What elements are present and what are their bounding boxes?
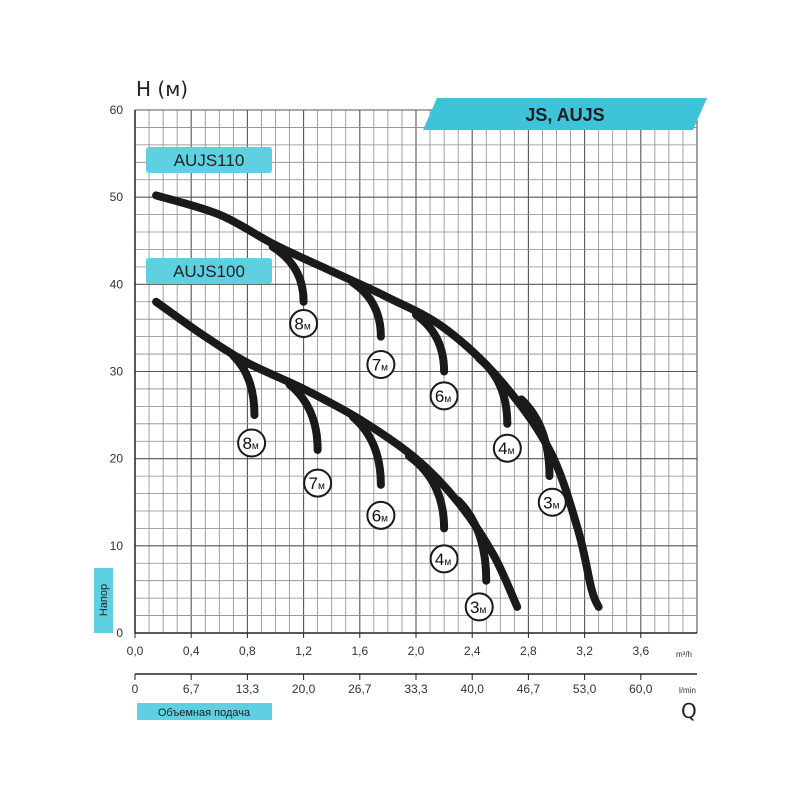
depth-label-aujs100-7m: 7м: [303, 468, 333, 498]
series-badge-aujs110: [146, 147, 272, 173]
depth-label-unit: м: [444, 557, 451, 568]
curve-aujs110: [152, 191, 603, 611]
x-tick-label: 2,8: [520, 644, 537, 658]
x-tick-label: 2,4: [464, 644, 481, 658]
branch-aujs100-3m: [454, 496, 491, 585]
x2-tick-label: 20,0: [292, 682, 316, 696]
depth-label-unit: м: [381, 363, 388, 374]
depth-label-unit: м: [318, 481, 325, 492]
performance-curves: [152, 191, 603, 611]
y-tick-label: 50: [110, 190, 124, 204]
flow-bottom-badge: [137, 703, 272, 720]
y-tick-label: 30: [110, 365, 124, 379]
depth-label-circle: [429, 381, 459, 411]
depth-label-aujs110-4m: 4м: [492, 433, 522, 463]
depth-label-circle: [366, 350, 396, 380]
y-tick-label: 0: [116, 626, 123, 640]
depth-label-aujs110-8m: 8м: [289, 309, 319, 339]
depth-label-aujs100-6m: 6м: [366, 500, 396, 530]
branch-aujs110-8m: [268, 242, 308, 306]
depth-label-circle: [366, 500, 396, 530]
x-tick-label: 0,4: [183, 644, 200, 658]
depth-label-aujs100-4m: 4м: [429, 544, 459, 574]
x-unit-label: m³/h: [676, 650, 692, 659]
y-tick-label: 60: [110, 103, 124, 117]
x2-tick-labels: 0 6,7 13,3 20,0 26,7 33,3 40,0 46,7 53,0 60,0: [132, 674, 653, 696]
depth-label-aujs100-8m: 8м: [237, 428, 267, 458]
x2-tick-label: 6,7: [183, 682, 200, 696]
branch-aujs110-7m: [348, 278, 385, 341]
depth-label-unit: м: [252, 441, 259, 452]
x2-tick-label: 40,0: [461, 682, 485, 696]
chart-title: JS, AUJS: [525, 105, 604, 125]
branch-aujs110-6m: [412, 310, 449, 376]
x2-tick-label: 33,3: [404, 682, 428, 696]
x-tick-label: 0,0: [127, 644, 144, 658]
depth-label-unit: м: [508, 446, 515, 457]
depth-label-aujs110-6m: 6м: [429, 381, 459, 411]
x-axis-title: Q: [681, 699, 697, 723]
x2-tick-label: 46,7: [517, 682, 541, 696]
depth-label-circle: [237, 428, 267, 458]
title-banner: [423, 98, 707, 130]
depth-label-circle: [537, 487, 567, 517]
series-badge-aujs100-text: AUJS100: [173, 262, 245, 281]
branch-aujs100-6m: [348, 412, 385, 489]
flow-bottom-label: Объемная подача: [158, 707, 251, 719]
x2-unit-label: l/min: [679, 686, 696, 695]
head-side-badge: [94, 568, 113, 633]
x2-tick-label: 53,0: [573, 682, 597, 696]
depth-label-unit: м: [480, 605, 487, 616]
head-side-label: Напор: [98, 584, 110, 616]
branch-aujs110-3m: [517, 395, 554, 481]
y-tick-labels: 0 10 20 30 40 50 60: [110, 103, 124, 640]
depth-label-unit: м: [444, 394, 451, 405]
x2-tick-label: 0: [132, 682, 139, 696]
depth-label-aujs110-7m: 7м: [366, 350, 396, 380]
depth-label-circle: [492, 433, 522, 463]
depth-label-circle: [429, 544, 459, 574]
depth-label-circle: [464, 592, 494, 622]
depth-label-unit: м: [553, 500, 560, 511]
series-badge-aujs110-text: AUJS110: [174, 151, 245, 170]
x-tick-label: 1,6: [351, 644, 368, 658]
x2-tick-label: 60,0: [629, 682, 653, 696]
depth-label-circle: [303, 468, 333, 498]
branch-aujs100-8m: [229, 351, 259, 420]
y-axis-title: H (м): [136, 77, 188, 101]
branch-aujs100-7m: [285, 380, 322, 454]
series-badge-aujs100: [146, 258, 272, 284]
y-tick-label: 20: [110, 452, 124, 466]
branch-aujs110-4m: [475, 354, 512, 428]
x2-tick-label: 26,7: [348, 682, 372, 696]
x-tick-labels: 0,0 0,4 0,8 1,2 1,6 2,0 2,4 2,8 3,2 3,6: [127, 633, 649, 658]
depth-label-unit: м: [304, 322, 311, 333]
y-tick-label: 40: [110, 277, 124, 291]
x-tick-label: 0,8: [239, 644, 256, 658]
x-tick-label: 3,6: [632, 644, 649, 658]
x2-tick-label: 13,3: [236, 682, 260, 696]
x-tick-label: 2,0: [408, 644, 425, 658]
chart-grid: [135, 109, 698, 633]
depth-label-aujs110-3m: 3м: [537, 487, 567, 517]
depth-label-aujs100-3m: 3м: [464, 592, 494, 622]
x-tick-label: 1,2: [295, 644, 312, 658]
branch-aujs100-4m: [404, 452, 449, 533]
depth-label-unit: м: [381, 513, 388, 524]
y-tick-label: 10: [110, 539, 124, 553]
x-tick-label: 3,2: [576, 644, 593, 658]
depth-label-circle: [289, 309, 319, 339]
